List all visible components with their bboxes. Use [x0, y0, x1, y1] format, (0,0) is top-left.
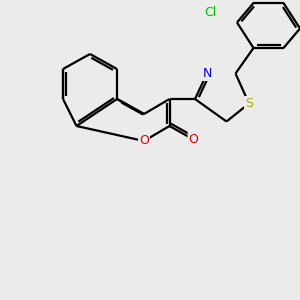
Text: O: O [189, 133, 198, 146]
Text: O: O [139, 134, 149, 148]
Text: Cl: Cl [204, 5, 216, 19]
Text: S: S [245, 97, 253, 110]
Text: N: N [202, 67, 212, 80]
